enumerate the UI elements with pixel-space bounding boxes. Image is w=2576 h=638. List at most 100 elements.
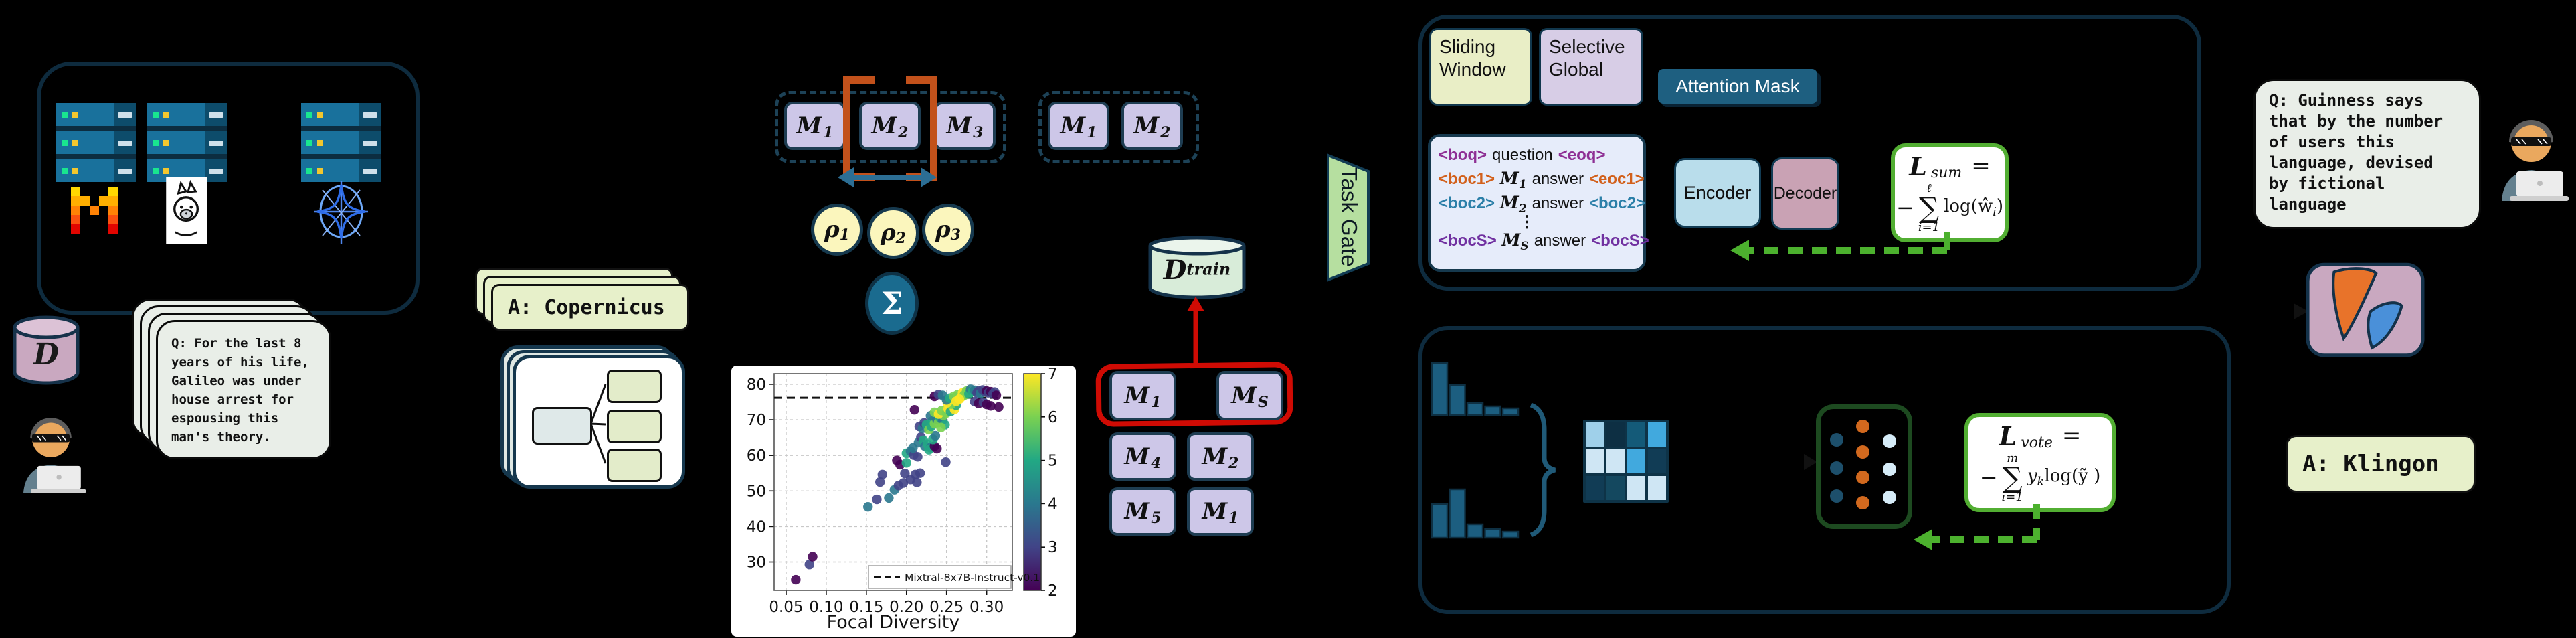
train-dataset-label: Dtrain bbox=[1146, 254, 1248, 286]
question-line: language bbox=[2269, 195, 2347, 214]
loss-sub: sum bbox=[1930, 164, 1962, 181]
model-symbol: M bbox=[946, 112, 972, 139]
svg-text:60: 60 bbox=[747, 447, 766, 465]
model-sub: S bbox=[1257, 394, 1269, 411]
token-word: answer bbox=[1534, 232, 1586, 250]
rho-sub: 1 bbox=[839, 226, 850, 244]
model-sub: 1 bbox=[1087, 124, 1097, 141]
svg-text:80: 80 bbox=[747, 376, 766, 394]
dtrain-base: D bbox=[1163, 254, 1187, 286]
model-symbol: M bbox=[1060, 112, 1086, 139]
rho-sub: 3 bbox=[950, 226, 961, 244]
right-answer-card: A: Klingon bbox=[2286, 435, 2476, 493]
fusion-heatmap bbox=[1583, 420, 1669, 503]
red-arrow-up-icon bbox=[1187, 297, 1204, 365]
svg-text:4: 4 bbox=[1048, 495, 1058, 513]
vote-dot bbox=[1830, 461, 1843, 475]
selective-global-box: Selective Global bbox=[1539, 28, 1643, 106]
question-line: years of his life, bbox=[171, 355, 309, 370]
question-line: house arrest for bbox=[171, 392, 294, 407]
task-gate-shape bbox=[1327, 153, 1370, 282]
model-sub: 2 bbox=[1518, 202, 1527, 216]
model-sub: 2 bbox=[1160, 124, 1171, 141]
database-cylinder-icon bbox=[1148, 236, 1246, 299]
loss-sum-rhs: − ℓ ∑ i=1 log(ŵi) bbox=[1896, 181, 2003, 235]
rho-symbol: ρ bbox=[935, 216, 951, 243]
heatmap-cell bbox=[1627, 422, 1645, 447]
rho-sub: 2 bbox=[895, 230, 906, 247]
flowchart-leaf-node bbox=[607, 370, 662, 403]
arrow-into-dots-icon bbox=[1804, 454, 1817, 470]
vote-dot bbox=[1830, 489, 1843, 503]
sum-node: Σ bbox=[865, 272, 919, 335]
question-line: of users this bbox=[2269, 133, 2395, 151]
heatmap-cell bbox=[1627, 449, 1645, 473]
server-stack-icon bbox=[56, 103, 143, 183]
answer-card: A: Copernicus bbox=[491, 284, 689, 331]
flowchart-root-node bbox=[532, 407, 592, 445]
flowchart-leaf-node bbox=[607, 449, 662, 482]
attention-panel bbox=[1418, 15, 2201, 291]
flowchart-leaf-node bbox=[607, 410, 662, 443]
svg-text:2: 2 bbox=[1048, 582, 1058, 600]
question-line: espousing this bbox=[171, 411, 279, 426]
svg-text:0.25: 0.25 bbox=[929, 599, 963, 616]
model-sub: S bbox=[1520, 240, 1529, 253]
loss-body: log(ŵi) bbox=[1944, 196, 2003, 219]
model-symbol: M bbox=[871, 112, 897, 139]
candidate-group-2 bbox=[1038, 91, 1199, 163]
dtrain-sup: train bbox=[1186, 259, 1231, 279]
model-symbol: M bbox=[1124, 382, 1150, 409]
heatmap-cell bbox=[1648, 422, 1666, 447]
loss-body-sub: i bbox=[1993, 205, 1997, 220]
model-pool-panel bbox=[37, 62, 420, 315]
token-line-answer-2: <boc2> M2 answer <boc2> bbox=[1439, 191, 1645, 216]
dataset-label: D bbox=[33, 337, 60, 372]
attention-mask-label: Attention Mask bbox=[1658, 69, 1817, 104]
summation: ℓ ∑ i=1 bbox=[1918, 181, 1940, 235]
model-symbol: M bbox=[1124, 498, 1150, 525]
model-sub: 5 bbox=[1151, 509, 1162, 527]
candidate-group-1 bbox=[775, 91, 1006, 163]
server-stack-icon bbox=[147, 103, 234, 183]
rho-symbol: ρ bbox=[824, 216, 840, 243]
loss-vote-rhs: − m ∑ i=1 yklog(ỹ ) bbox=[1980, 451, 2101, 505]
model-sub: 2 bbox=[1228, 455, 1239, 472]
token-tag: <eoq> bbox=[1558, 146, 1606, 164]
question-line: language, devised bbox=[2269, 153, 2433, 172]
token-line-answer-1: <boc1> M1 answer <eoc1> bbox=[1439, 167, 1645, 191]
token-tag: <boq> bbox=[1439, 146, 1487, 164]
heatmap-cell bbox=[1627, 476, 1645, 500]
right-question-card: Q: Guinness says that by the number of u… bbox=[2253, 79, 2481, 229]
model-symbol: M bbox=[1124, 443, 1150, 470]
token-model: M1 bbox=[1500, 169, 1527, 191]
dataset-cylinder: D bbox=[11, 315, 82, 386]
model-sub: 1 bbox=[1518, 178, 1527, 191]
vote-dot bbox=[1883, 434, 1896, 448]
minus-sign: − bbox=[1979, 465, 1998, 491]
token-sequence-box: <boq> question <eoq> <boc1> M1 answer <e… bbox=[1428, 134, 1649, 272]
model-sub: 1 bbox=[1151, 394, 1162, 411]
database-cylinder-icon bbox=[13, 315, 80, 385]
red-selection-box bbox=[1095, 362, 1293, 427]
heatmap-cell bbox=[1648, 476, 1666, 500]
slide-double-arrow-icon bbox=[838, 167, 937, 187]
loss-sub: vote bbox=[2021, 434, 2053, 451]
minus-sign: − bbox=[1896, 195, 1914, 221]
task-gate-label: Task Gate bbox=[1337, 167, 1362, 267]
flowchart-connector-lines bbox=[589, 384, 607, 464]
model-symbol: M bbox=[1500, 193, 1519, 212]
model-symbol: M bbox=[1202, 498, 1228, 525]
model-symbol: M bbox=[796, 112, 822, 139]
token-word: answer bbox=[1532, 194, 1584, 212]
sum-sigma: ∑ bbox=[2002, 461, 2023, 494]
